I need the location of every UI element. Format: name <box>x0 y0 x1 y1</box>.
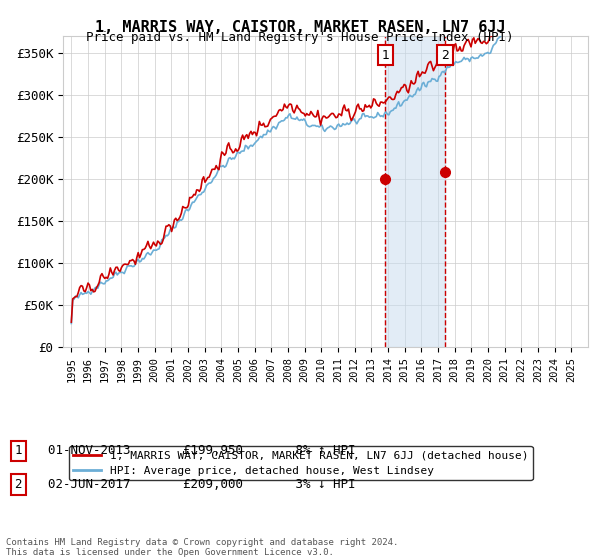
Text: Contains HM Land Registry data © Crown copyright and database right 2024.
This d: Contains HM Land Registry data © Crown c… <box>6 538 398 557</box>
Text: 1: 1 <box>14 444 22 458</box>
Text: Price paid vs. HM Land Registry's House Price Index (HPI): Price paid vs. HM Land Registry's House … <box>86 31 514 44</box>
Text: 01-NOV-2013       £199,950       8% ↑ HPI: 01-NOV-2013 £199,950 8% ↑ HPI <box>48 444 355 458</box>
Text: 2: 2 <box>14 478 22 491</box>
Text: 2: 2 <box>441 49 449 62</box>
Text: 02-JUN-2017       £209,000       3% ↓ HPI: 02-JUN-2017 £209,000 3% ↓ HPI <box>48 478 355 491</box>
Text: 1, MARRIS WAY, CAISTOR, MARKET RASEN, LN7 6JJ: 1, MARRIS WAY, CAISTOR, MARKET RASEN, LN… <box>95 20 505 35</box>
Bar <box>385 36 445 347</box>
Text: 1: 1 <box>381 49 389 62</box>
Legend: 1, MARRIS WAY, CAISTOR, MARKET RASEN, LN7 6JJ (detached house), HPI: Average pri: 1, MARRIS WAY, CAISTOR, MARKET RASEN, LN… <box>68 446 533 480</box>
